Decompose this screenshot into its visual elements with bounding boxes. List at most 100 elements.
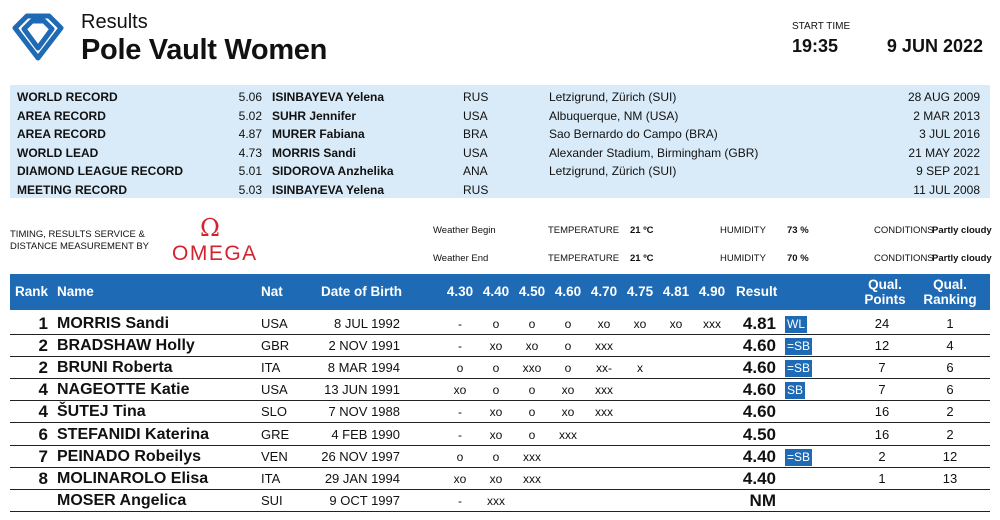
attempt-mark: o (564, 317, 572, 331)
qual-points: 7 (878, 382, 886, 398)
record-holder: MURER Fabiana (272, 127, 365, 142)
athlete-nat: ITA (261, 470, 281, 486)
athlete-row: 6 STEFANIDI Katerina GRE 4 FEB 1990 - xo o xxx 4… (10, 424, 990, 446)
timing-credit: TIMING, RESULTS SERVICE & DISTANCE MEASU… (10, 229, 149, 253)
header-rank: Rank (15, 284, 49, 299)
qual-ranking: 13 (942, 470, 958, 486)
header-height: 4.90 (698, 284, 726, 299)
header-nat: Nat (261, 284, 283, 299)
record-nat: RUS (463, 90, 489, 104)
athlete-dob: 7 NOV 1988 (328, 404, 400, 420)
athlete-name: MOLINAROLO Elisa (57, 469, 209, 487)
header-height: 4.75 (626, 284, 654, 299)
athlete-row: 2 BRUNI Roberta ITA 8 MAR 1994 o o xxo o xx-x 4.6… (10, 357, 990, 380)
attempt-mark: o (528, 405, 536, 420)
qual-ranking: 6 (946, 360, 954, 376)
athlete-rank: 4 (38, 402, 48, 422)
record-mark: 5.06 (238, 90, 262, 104)
temperature-label-begin: TEMPERATURE (548, 225, 620, 236)
record-date: 2 MAR 2013 (913, 108, 980, 123)
athlete-row: 4 NAGEOTTE Katie USA 13 JUN 1991 xo o o xo xxx 4.… (10, 379, 990, 402)
attempt-mark: o (564, 361, 572, 376)
athlete-nat: ITA (261, 360, 281, 376)
qual-points: 24 (874, 316, 890, 331)
header-height: 4.60 (554, 284, 582, 299)
attempt-mark: xo (489, 405, 503, 420)
athlete-result: 4.40 (742, 468, 776, 488)
diamond-league-logo-icon (12, 13, 64, 61)
record-row: AREA RECORD 5.02 SUHR Jennifer USA Albuquerq… (10, 107, 990, 126)
attempt-mark: o (492, 449, 500, 464)
record-nat: RUS (463, 183, 489, 197)
athlete-result: 4.60 (742, 336, 776, 356)
record-holder: ISINBAYEVA Yelena (272, 183, 385, 197)
athlete-name: MORRIS Sandi (57, 315, 170, 332)
temperature-label-end: TEMPERATURE (548, 253, 620, 264)
athlete-dob: 29 JAN 1994 (324, 470, 400, 486)
qual-points: 2 (878, 448, 886, 464)
header-qual-ranking-1: Qual. (933, 277, 967, 292)
athlete-rank: 2 (38, 358, 48, 378)
athlete-rank: 8 (38, 468, 48, 488)
record-type: AREA RECORD (17, 127, 106, 142)
athlete-dob: 8 JUL 1992 (333, 316, 400, 331)
attempt-mark: o (528, 317, 536, 331)
athlete-nat: SLO (261, 404, 288, 420)
header-qual-ranking-2: Ranking (923, 292, 977, 307)
record-date: 21 MAY 2022 (908, 145, 980, 160)
record-mark: 5.03 (238, 183, 262, 197)
record-mark: 5.02 (238, 108, 262, 123)
header-height: 4.30 (446, 284, 474, 299)
temperature-begin: 21 ºC (630, 225, 654, 236)
athlete-dob: 26 NOV 1997 (321, 448, 400, 464)
record-badge: =SB (785, 360, 813, 378)
attempt-mark: o (456, 361, 464, 376)
timing-line-2: DISTANCE MEASUREMENT BY (10, 241, 150, 252)
attempt-mark: xxx (703, 317, 721, 331)
attempt-mark: x (637, 361, 643, 376)
attempt-mark: - (458, 405, 462, 420)
header-height: 4.81 (662, 284, 690, 299)
athlete-rank: 2 (38, 336, 48, 356)
athlete-nat: VEN (261, 448, 288, 464)
attempt-mark: o (456, 449, 464, 464)
qual-ranking: 12 (942, 448, 958, 464)
record-nat: BRA (463, 127, 488, 142)
event-date: 9 JUN 2022 (886, 36, 983, 56)
attempt-mark: o (492, 317, 500, 331)
conditions-label-end: CONDITIONS (874, 253, 934, 264)
athlete-row: MOSER Angelica SUI 9 OCT 1997 - xxx NM (10, 490, 990, 512)
attempt-mark: - (458, 317, 462, 331)
record-venue: Albuquerque, NM (USA) (549, 108, 679, 123)
record-venue: Letzigrund, Zürich (SUI) (549, 164, 677, 179)
record-badge: SB (785, 382, 806, 400)
attempt-mark: xo (489, 427, 503, 442)
header-dob: Date of Birth (321, 284, 402, 299)
humidity-begin: 73 % (787, 225, 809, 236)
humidity-label-begin: HUMIDITY (720, 225, 766, 236)
conditions-end: Partly cloudy (932, 253, 992, 264)
record-date: 11 JUL 2008 (913, 183, 980, 197)
attempt-mark: o (492, 361, 500, 376)
start-time: 19:35 (792, 36, 839, 56)
attempt-mark: o (564, 339, 572, 354)
attempt-mark: xxx (595, 383, 613, 398)
athlete-nat: SUI (261, 492, 283, 508)
attempt-mark: xo (525, 339, 539, 354)
athlete-rank: 6 (38, 424, 48, 444)
header-height: 4.40 (482, 284, 510, 299)
athlete-result: 4.60 (742, 380, 776, 400)
attempt-mark: xxx (523, 471, 541, 486)
attempt-mark: xo (489, 339, 503, 354)
header-height: 4.70 (590, 284, 618, 299)
athlete-row: 8 MOLINAROLO Elisa ITA 29 JAN 1994 xo xo xxx 4.… (10, 468, 990, 490)
record-holder: SUHR Jennifer (272, 108, 357, 123)
attempt-mark: xxx (595, 339, 613, 354)
attempt-mark: - (458, 427, 462, 442)
record-row: AREA RECORD 4.87 MURER Fabiana BRA Sao Berna… (10, 125, 990, 144)
athlete-name: STEFANIDI Katerina (57, 425, 210, 443)
attempt-mark: xxx (559, 427, 577, 442)
record-venue: Letzigrund, Zürich (SUI) (549, 90, 677, 104)
record-row: WORLD RECORD 5.06 ISINBAYEVA Yelena RUS Letz… (10, 88, 990, 107)
attempt-mark: xo (561, 383, 575, 398)
